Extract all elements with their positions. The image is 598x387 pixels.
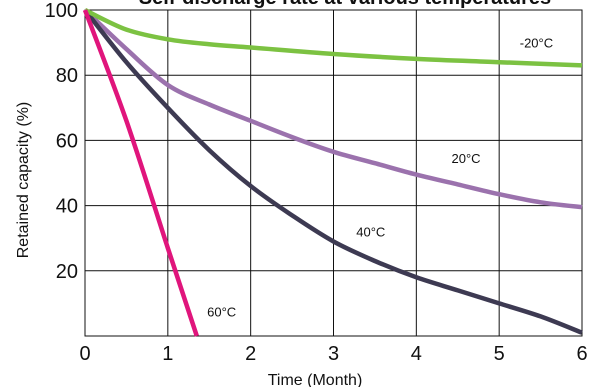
chart-title: Self-discharge rate at various temperatu… [139,0,551,9]
x-axis-label: Time (Month) [268,372,363,387]
x-tick-label: 6 [576,343,587,365]
y-tick-label: 60 [56,130,78,152]
series-line [83,8,583,335]
series-label: 40°C [356,225,385,240]
tick-layer: 0 1 2 3 4 5 6 100 80 60 40 20 [45,0,588,365]
x-tick-label: 0 [79,343,90,365]
series-label: -20°C [520,35,553,50]
series-label: 60°C [207,304,236,319]
series-line [83,8,583,210]
series-line [82,9,199,337]
y-tick-label: 20 [56,261,78,283]
x-tick-label: 2 [245,343,256,365]
series-layer [82,7,583,337]
y-tick-label: 80 [56,65,78,87]
series-label: 20°C [452,151,481,166]
x-tick-label: 1 [162,343,173,365]
grid-layer [84,9,583,337]
y-tick-label: 100 [45,0,78,22]
y-axis-label: Retained capacity (%) [15,102,32,259]
x-tick-label: 3 [328,343,339,365]
label-layer: -20°C 20°C 40°C 60°C [207,35,553,319]
x-tick-label: 4 [411,343,422,365]
series-line [84,7,583,68]
y-tick-label: 40 [56,196,78,218]
x-tick-label: 5 [494,343,505,365]
